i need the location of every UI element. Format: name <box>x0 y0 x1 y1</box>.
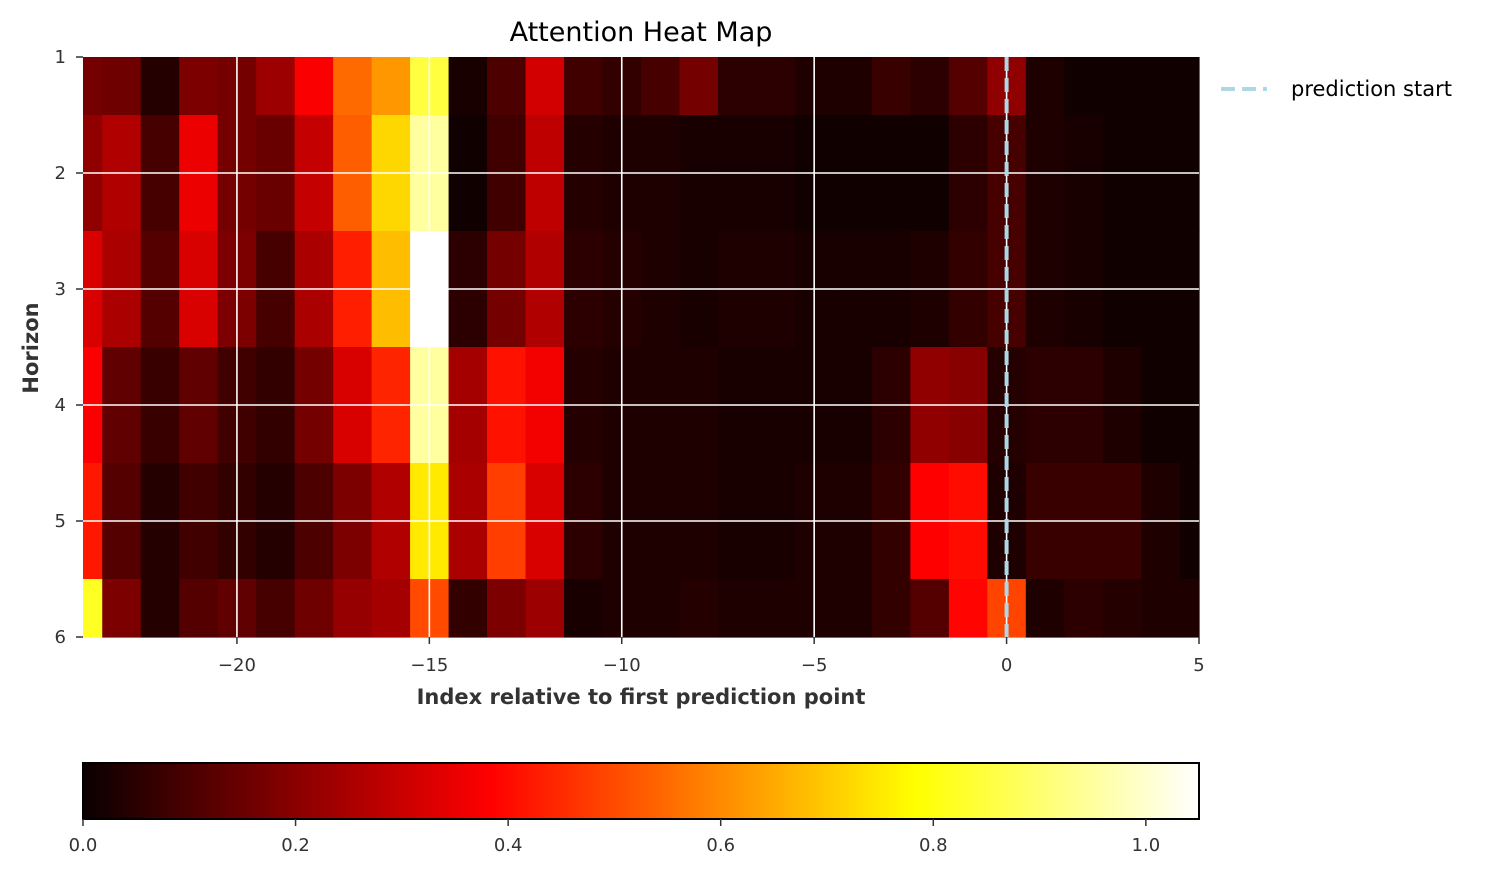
heatmap-cell <box>717 57 758 116</box>
heatmap-cell <box>179 57 219 116</box>
x-tick-label: 5 <box>1193 655 1204 676</box>
heatmap-cell <box>1025 57 1065 116</box>
heatmap-cell <box>294 57 334 116</box>
heatmap-cell <box>910 579 950 638</box>
heatmap-cell <box>910 57 950 116</box>
legend: prediction start <box>1221 77 1452 101</box>
colorbar-tick-label: 0.2 <box>281 835 310 856</box>
heatmap-cell <box>871 579 911 638</box>
y-tick-label: 1 <box>55 47 66 68</box>
x-tick-label: −20 <box>218 655 256 676</box>
x-tick-label: −15 <box>410 655 448 676</box>
colorbar-tick-label: 0.6 <box>706 835 735 856</box>
y-tick-label: 5 <box>55 511 66 532</box>
x-tick-label: 0 <box>1001 655 1012 676</box>
heatmap-cell <box>256 579 296 638</box>
heatmap-cell <box>333 579 373 638</box>
heatmap-cell <box>1025 579 1065 638</box>
colorbar-tick-label: 0.8 <box>919 835 948 856</box>
heatmap-cell <box>948 579 988 638</box>
heatmap-cell <box>756 579 796 638</box>
heatmap-cell <box>1064 579 1104 638</box>
heatmap-cell <box>525 57 565 116</box>
heatmap-cell <box>717 579 758 638</box>
heatmap-cell <box>140 57 180 116</box>
heatmap-cell <box>1102 57 1142 116</box>
colorbar: 0.0 0.2 0.4 0.6 0.8 1.0 <box>69 762 1200 856</box>
heatmap-cell <box>333 57 373 116</box>
x-tick-label: −5 <box>801 655 828 676</box>
heatmap-cell <box>1141 579 1181 638</box>
x-axis-ticks: −20 −15 −10 −5 0 5 <box>218 637 1205 676</box>
heatmap-cell <box>564 579 604 638</box>
heatmap-cell <box>487 579 527 638</box>
heatmap-cells <box>83 57 1200 638</box>
heatmap-cell <box>833 579 873 638</box>
heatmap-cell <box>102 579 142 638</box>
y-tick-label: 6 <box>55 627 66 648</box>
heatmap-cell <box>1179 579 1200 638</box>
heatmap-cell <box>756 57 796 116</box>
heatmap-cell <box>102 57 142 116</box>
heatmap-cell <box>448 579 488 638</box>
y-axis-ticks: 1 2 3 4 5 6 <box>55 47 83 648</box>
heatmap-cell <box>948 57 988 116</box>
heatmap-cell <box>140 579 180 638</box>
heatmap-cell <box>371 57 411 116</box>
heatmap-cell <box>679 57 719 116</box>
y-tick-label: 4 <box>55 395 66 416</box>
heatmap-cell <box>487 57 527 116</box>
heatmap-cell <box>256 57 296 116</box>
heatmap-cell <box>679 579 719 638</box>
heatmap-cell <box>83 57 103 116</box>
heatmap-cell <box>448 57 488 116</box>
colorbar-tick-label: 1.0 <box>1132 835 1161 856</box>
heatmap-cell <box>1141 57 1181 116</box>
heatmap-cell <box>1179 57 1200 116</box>
heatmap-cell <box>871 57 911 116</box>
colorbar-ticks: 0.0 0.2 0.4 0.6 0.8 1.0 <box>69 819 1160 856</box>
heatmap-cell <box>83 579 103 638</box>
heatmap-cell <box>1064 57 1104 116</box>
y-tick-label: 2 <box>55 163 66 184</box>
heatmap-cell <box>179 579 219 638</box>
heatmap-cell <box>371 579 411 638</box>
colorbar-gradient <box>82 762 1200 820</box>
heatmap-cell <box>294 579 334 638</box>
colorbar-tick-label: 0.4 <box>494 835 523 856</box>
heatmap-cell <box>525 579 565 638</box>
x-tick-label: −10 <box>603 655 641 676</box>
chart-title: Attention Heat Map <box>510 17 773 48</box>
heatmap-cell <box>833 57 873 116</box>
heatmap-cell <box>564 57 604 116</box>
y-axis-label: Horizon <box>19 302 43 393</box>
y-tick-label: 3 <box>55 279 66 300</box>
heatmap-cell <box>641 57 681 116</box>
colorbar-tick-label: 0.0 <box>69 835 98 856</box>
x-axis-label: Index relative to first prediction point <box>417 685 866 709</box>
legend-label-prediction-start: prediction start <box>1291 77 1452 101</box>
heatmap-cell <box>641 579 681 638</box>
heatmap-cell <box>1102 579 1142 638</box>
